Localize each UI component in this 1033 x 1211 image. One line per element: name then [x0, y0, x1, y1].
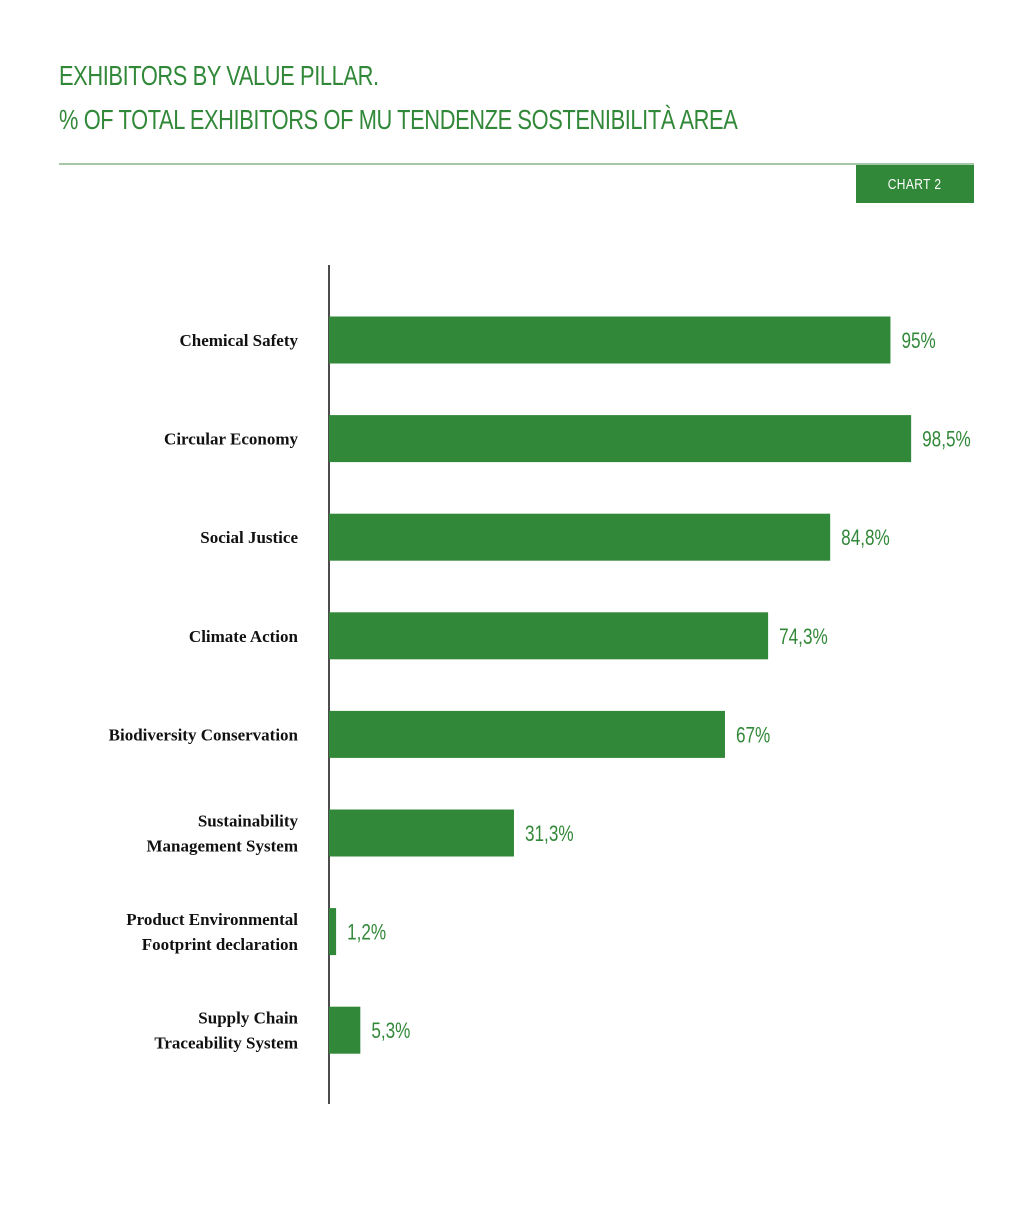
value-label: 98,5% [922, 428, 971, 453]
category-label: Product Environmental [126, 910, 298, 929]
title-line-1: EXHIBITORS BY VALUE PILLAR. [59, 60, 379, 91]
category-label: Climate Action [189, 627, 299, 646]
category-label: Social Justice [200, 528, 298, 547]
value-label: 1,2% [347, 921, 386, 946]
category-label: Supply Chain [198, 1009, 298, 1028]
chart-number-label: CHART 2 [888, 175, 942, 193]
chart-number-badge: CHART 2 [856, 165, 974, 203]
category-label: Traceability System [154, 1034, 298, 1053]
bar [329, 612, 769, 660]
value-label: 5,3% [371, 1019, 410, 1044]
category-label: Biodiversity Conservation [109, 725, 299, 744]
title-line-2: % OF TOTAL EXHIBITORS OF MU TENDENZE SOS… [59, 104, 738, 135]
value-label: 67% [736, 723, 770, 748]
value-label: 31,3% [525, 822, 574, 847]
category-label: Management System [146, 837, 298, 856]
bar [329, 415, 912, 463]
value-label: 74,3% [779, 625, 828, 650]
category-label: Circular Economy [164, 430, 298, 449]
category-label: Footprint declaration [142, 935, 299, 954]
value-label: 84,8% [841, 526, 890, 551]
header-rule [59, 163, 974, 165]
chart-title: EXHIBITORS BY VALUE PILLAR. % OF TOTAL E… [59, 54, 738, 142]
category-label: Sustainability [198, 812, 299, 831]
bar [329, 513, 831, 561]
bar [329, 809, 514, 857]
bar [329, 1006, 361, 1054]
bar [329, 710, 725, 758]
bar [329, 316, 891, 364]
bar [329, 908, 337, 956]
value-label: 95% [901, 329, 935, 354]
category-label: Chemical Safety [179, 331, 298, 350]
